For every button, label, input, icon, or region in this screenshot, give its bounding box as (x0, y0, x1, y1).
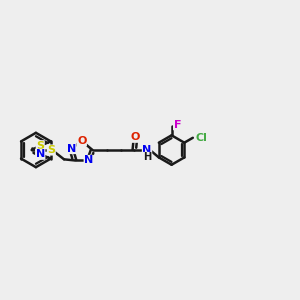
Text: N: N (84, 155, 93, 165)
Text: O: O (77, 136, 86, 146)
Text: N: N (67, 144, 76, 154)
Text: H: H (143, 152, 151, 162)
Text: Cl: Cl (196, 133, 208, 143)
Text: F: F (173, 120, 181, 130)
Text: O: O (131, 132, 140, 142)
Text: N: N (36, 149, 45, 159)
Text: S: S (47, 145, 55, 155)
Text: N: N (142, 145, 152, 155)
Text: S: S (36, 141, 44, 151)
